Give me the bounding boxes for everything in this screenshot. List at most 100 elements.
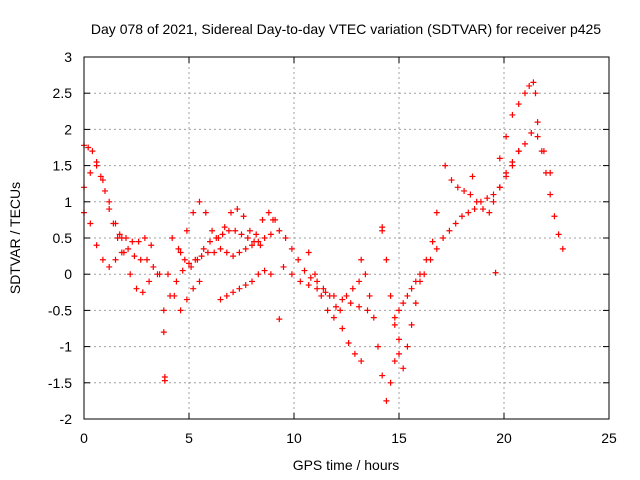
y-tick-label: 0 <box>64 266 72 282</box>
data-point <box>404 292 411 299</box>
data-point <box>99 256 106 263</box>
data-point <box>387 292 394 299</box>
data-point <box>351 350 358 357</box>
data-point <box>282 235 289 241</box>
data-point <box>102 187 108 194</box>
gridlines <box>84 57 609 419</box>
data-point <box>209 227 216 234</box>
data-point <box>175 245 182 252</box>
data-point <box>246 227 253 234</box>
data-point <box>490 198 497 205</box>
data-point <box>217 296 224 303</box>
data-point <box>446 227 453 234</box>
data-point <box>179 267 186 274</box>
data-point <box>169 235 176 241</box>
data-point <box>251 238 258 245</box>
data-point <box>202 209 209 216</box>
data-point <box>133 285 140 292</box>
series-arc-o <box>391 271 423 321</box>
data-point <box>261 267 268 274</box>
series-arc-q <box>442 162 493 216</box>
data-point <box>207 238 213 245</box>
data-point <box>522 140 528 147</box>
data-point <box>228 209 234 216</box>
axis-ticks: 0 5 10 15 20 25 -2 -1.5 -1 -0.5 0 0.5 1 1.5 2 2.5 3 <box>48 49 617 446</box>
data-point <box>469 173 476 180</box>
data-point <box>534 119 541 126</box>
data-point <box>160 307 167 314</box>
data-point <box>433 245 440 252</box>
y-axis-label: SDTVAR / TECUs <box>7 182 23 294</box>
data-point <box>288 245 295 252</box>
data-point <box>391 358 398 365</box>
data-point <box>295 256 302 263</box>
data-point <box>412 278 419 285</box>
data-point <box>127 271 134 278</box>
data-point <box>141 235 148 241</box>
data-point <box>349 285 356 292</box>
y-tick-label: 2 <box>64 121 72 137</box>
data-point <box>318 292 325 299</box>
y-tick-label: -1 <box>60 339 73 355</box>
data-point <box>261 235 268 241</box>
data-point <box>181 256 188 263</box>
data-point <box>240 213 247 220</box>
data-point <box>288 271 295 278</box>
data-point <box>217 245 224 252</box>
data-point <box>503 133 510 140</box>
data-point <box>160 329 167 336</box>
data-point <box>356 278 363 285</box>
data-point <box>496 155 503 162</box>
data-point <box>400 300 407 307</box>
data-point <box>112 220 119 227</box>
data-point <box>364 307 371 314</box>
data-point <box>211 249 218 256</box>
data-point <box>555 231 562 238</box>
data-point <box>267 231 274 238</box>
y-tick-label: 3 <box>64 49 72 65</box>
data-point <box>131 253 138 260</box>
data-point <box>312 271 318 278</box>
data-point <box>396 350 402 357</box>
data-point <box>320 285 327 292</box>
data-point <box>190 285 197 292</box>
series-arc-d <box>114 235 153 296</box>
data-point <box>467 191 474 198</box>
data-point <box>337 307 344 314</box>
y-tick-label: 0.5 <box>53 230 73 246</box>
y-tick-label: -1.5 <box>48 375 72 391</box>
data-point <box>173 278 180 285</box>
data-point <box>486 209 493 216</box>
data-point <box>93 242 100 249</box>
data-point <box>249 278 255 285</box>
y-tick-label: -0.5 <box>48 302 72 318</box>
data-point <box>259 216 266 223</box>
series-outliers <box>161 173 499 384</box>
data-point <box>265 209 272 216</box>
data-point <box>171 292 178 299</box>
data-point <box>307 274 314 281</box>
data-point <box>358 256 365 263</box>
data-point <box>196 198 203 205</box>
data-point <box>454 184 461 191</box>
data-point <box>276 316 283 323</box>
data-point <box>221 224 228 231</box>
series-arc-l <box>305 249 363 321</box>
data-point <box>267 271 274 278</box>
data-point <box>270 216 276 223</box>
data-point <box>305 249 312 256</box>
data-point <box>232 227 239 234</box>
data-point <box>305 282 312 289</box>
data-point <box>333 303 339 310</box>
data-point <box>85 144 92 151</box>
data-point <box>480 206 486 213</box>
data-point <box>528 130 535 137</box>
data-point <box>257 242 264 249</box>
data-point <box>230 289 237 296</box>
series-arc-m <box>358 256 402 404</box>
data-point <box>89 148 96 155</box>
data-point <box>448 177 455 184</box>
x-tick-label: 0 <box>80 430 88 446</box>
data-point <box>383 397 390 404</box>
data-point <box>339 296 346 303</box>
